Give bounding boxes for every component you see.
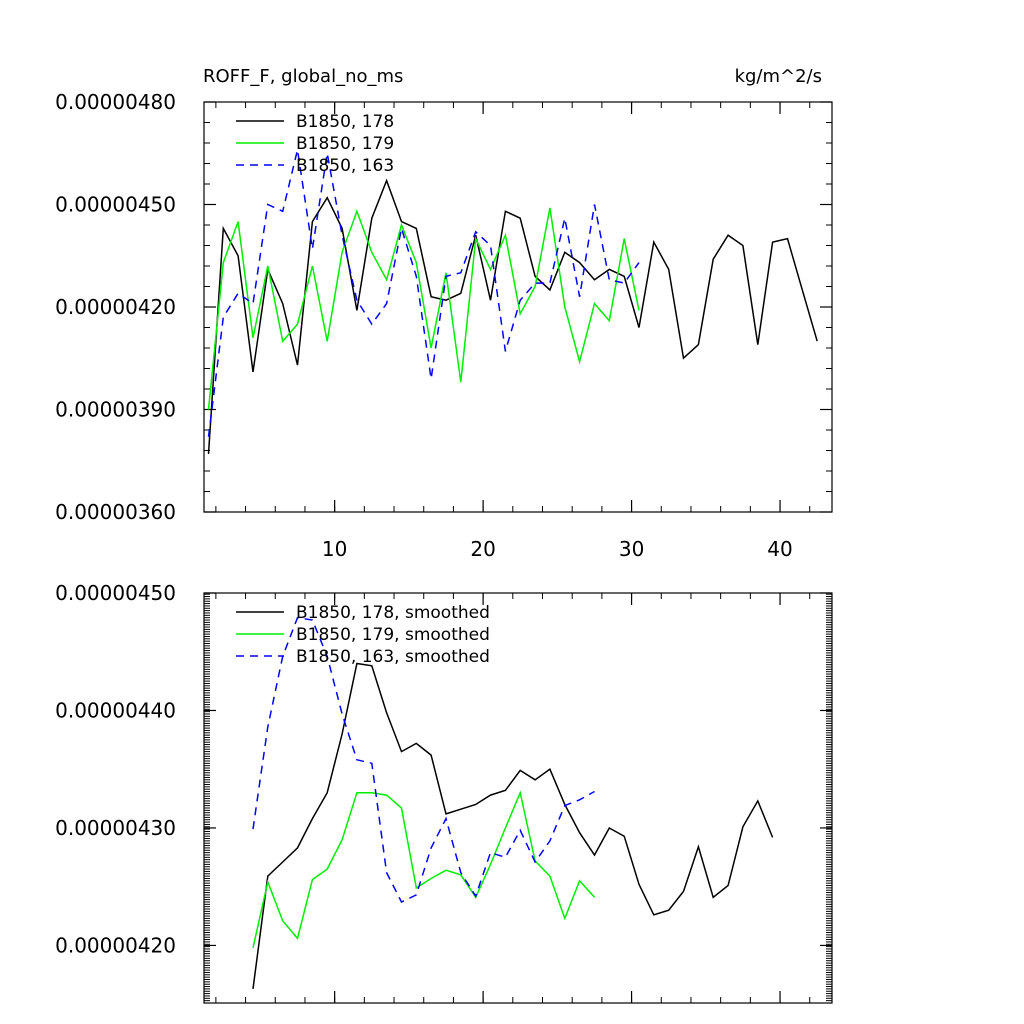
series-line-3: [207, 149, 640, 437]
x-tick-label: 10: [322, 537, 347, 561]
legend-label: B1850, 178: [296, 112, 394, 132]
x-tick-label: 40: [767, 537, 792, 561]
y-tick-label: 0.00000430: [55, 816, 176, 840]
legend-label: B1850, 179: [296, 134, 394, 154]
x-tick-label: 20: [470, 537, 495, 561]
y-tick-label: 0.00000450: [55, 193, 176, 217]
bottom-panel: 0.00000420 0.00000430 0.00000440 0.00000450…: [55, 581, 833, 1004]
legend-label: B1850, 163: [296, 156, 394, 176]
series-line-1: [252, 662, 774, 989]
y-tick-label: 0.00000420: [55, 295, 176, 319]
top-panel: 0.00000360 0.00000390 0.00000420 0.00000450…: [55, 90, 833, 561]
y-tick-label: 0.00000480: [55, 90, 176, 114]
legend-label: B1850, 163, smoothed: [296, 647, 490, 667]
series-line-1: [207, 178, 818, 454]
legend-label: B1850, 179, smoothed: [296, 625, 490, 645]
series-line-2: [207, 207, 640, 410]
legend-label: B1850, 178, smoothed: [296, 603, 490, 623]
units-label: kg/m^2/s: [735, 66, 822, 87]
y-tick-label: 0.00000360: [55, 500, 176, 524]
chart-title: ROFF_F, global_no_ms: [203, 66, 403, 87]
y-tick-label: 0.00000440: [55, 698, 176, 722]
series-line-2: [252, 790, 596, 948]
plot-frame: [203, 592, 833, 1004]
y-tick-label: 0.00000390: [55, 398, 176, 422]
x-tick-label: 30: [619, 537, 644, 561]
series-line-3: [252, 616, 595, 903]
y-tick-label: 0.00000420: [55, 933, 176, 957]
y-tick-label: 0.00000450: [55, 581, 176, 605]
